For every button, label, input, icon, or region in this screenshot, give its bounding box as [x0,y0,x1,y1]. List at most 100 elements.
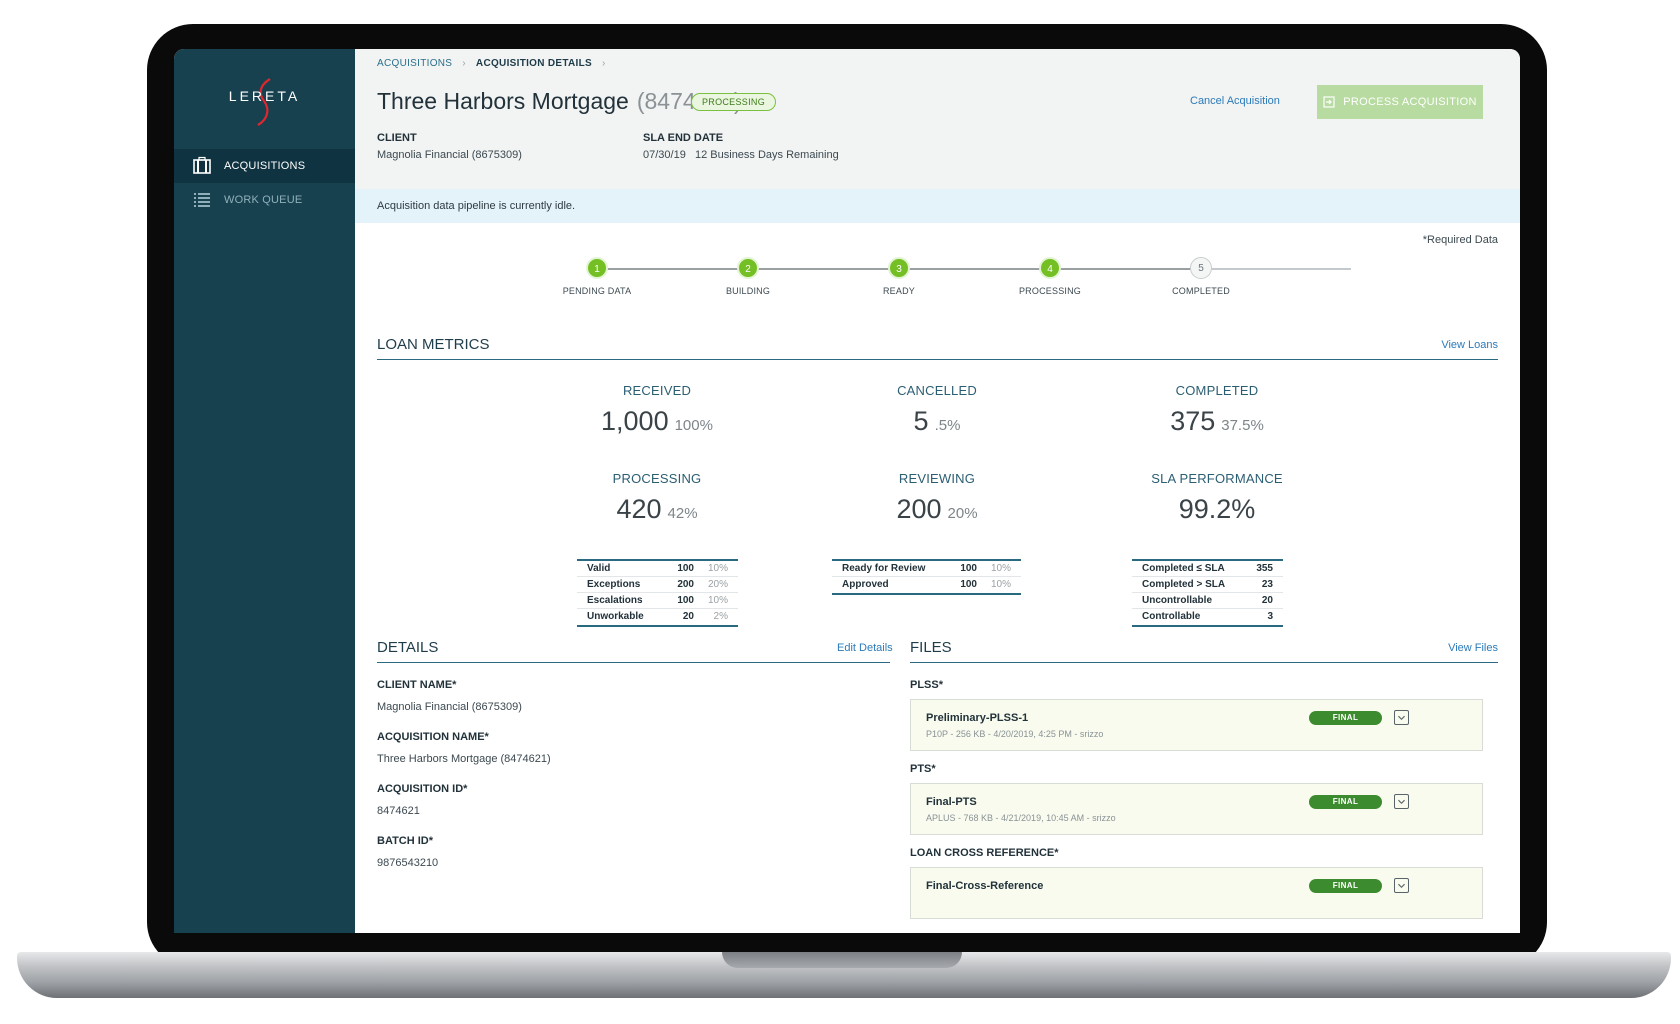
table-row: Ready for Review 100 10% [832,561,1021,577]
plss-label: PLSS* [910,679,944,691]
row-label: Valid [587,563,611,574]
row-label: Controllable [1142,611,1201,622]
status-badge: PROCESSING [691,93,776,111]
step-circle: 5 [1190,257,1212,279]
row-count: 20 [1261,595,1273,606]
metric-label: REVIEWING [898,471,976,486]
metric-percent: 37.5% [1221,417,1264,434]
row-percent: 10% [990,563,1011,574]
step-ready: 3 READY [844,257,954,296]
row-count: 100 [677,563,694,574]
step-label: PENDING DATA [562,286,632,296]
cancel-acquisition-link[interactable]: Cancel Acquisition [1190,95,1280,107]
row-count: 100 [677,595,694,606]
client-value: Magnolia Financial (8675309) [377,149,522,161]
batch-id-label: BATCH ID* [377,835,434,847]
sla-breakdown-table: Completed ≤ SLA 355 Completed > SLA 23 Unc… [1132,559,1283,627]
step-label: READY [882,286,915,296]
metric-percent: 20% [947,505,978,522]
metric-number: 1,000 [601,406,669,436]
main-content: ACQUISITIONS › ACQUISITION DETAILS › Thr… [355,49,1520,933]
row-count: 20 [682,611,694,622]
breadcrumb-acquisitions[interactable]: ACQUISITIONS [377,58,453,69]
metric-label: PROCESSING [612,471,702,486]
chevron-down-icon[interactable] [1394,794,1409,809]
metric-cancelled: CANCELLED 5 .5% [807,383,1067,437]
client-name-label: CLIENT NAME* [377,679,457,691]
step-pending-data: 1 PENDING DATA [542,257,652,296]
client-name-value: Magnolia Financial (8675309) [377,701,522,713]
processing-breakdown-table: Valid 100 10% Exceptions 200 20% Escalations… [577,559,738,627]
row-count: 355 [1256,563,1273,574]
edit-details-link[interactable]: Edit Details [837,642,893,654]
file-name: Final-Cross-Reference [926,880,1044,892]
laptop-notch [722,952,962,968]
metric-received: RECEIVED 1,000 100% [527,383,787,437]
file-card-cross-reference[interactable]: Final-Cross-Reference FINAL [910,867,1483,919]
list-icon [194,193,210,207]
enter-icon [1323,96,1335,108]
page-header: ACQUISITIONS › ACQUISITION DETAILS › Thr… [355,49,1520,189]
metric-number: 375 [1170,406,1216,436]
table-row: Uncontrollable 20 [1132,593,1283,609]
row-label: Completed > SLA [1142,579,1226,590]
process-acquisition-label: PROCESS ACQUISITION [1343,96,1477,108]
step-circle: 4 [1039,257,1061,279]
step-circle: 2 [737,257,759,279]
file-name: Final-PTS [926,796,977,808]
sidebar: LERETA ACQUISITIONS WORK QUEUE [174,49,363,933]
file-card-plss[interactable]: Preliminary-PLSS-1 P10P - 256 KB - 4/20/… [910,699,1483,751]
chevron-down-icon[interactable] [1394,710,1409,725]
client-label: CLIENT [377,132,417,144]
final-badge: FINAL [1309,879,1382,893]
process-acquisition-button[interactable]: PROCESS ACQUISITION [1317,85,1483,119]
acquisition-id-label: ACQUISITION ID* [377,783,468,795]
row-percent: 10% [707,595,728,606]
step-label: PROCESSING [1018,286,1081,296]
row-count: 200 [677,579,694,590]
details-title: DETAILS [377,639,439,656]
briefcase-icon [193,156,211,174]
acquisition-name-label: ACQUISITION NAME* [377,731,489,743]
step-circle: 3 [888,257,910,279]
step-circle: 1 [586,257,608,279]
pipeline-status-banner: Acquisition data pipeline is currently i… [355,189,1520,223]
row-label: Exceptions [587,579,641,590]
file-meta: P10P - 256 KB - 4/20/2019, 4:25 PM - sri… [926,729,1104,739]
step-label: BUILDING [725,286,771,296]
metric-reviewing: REVIEWING 200 20% [807,471,1067,525]
table-row: Completed ≤ SLA 355 [1132,561,1283,577]
step-building: 2 BUILDING [693,257,803,296]
sidebar-item-acquisitions[interactable]: ACQUISITIONS [174,149,363,183]
metric-label: CANCELLED [897,383,977,398]
chevron-down-icon[interactable] [1394,878,1409,893]
metric-number: 200 [896,494,942,524]
sla-end-date-value: 07/30/19 12 Business Days Remaining [643,149,839,161]
row-count: 100 [960,563,977,574]
step-completed: 5 COMPLETED [1146,257,1256,296]
section-divider [377,662,890,663]
final-badge: FINAL [1309,795,1382,809]
metric-percent: 42% [667,505,698,522]
pts-label: PTS* [910,763,936,775]
row-label: Approved [842,579,889,590]
table-row: Exceptions 200 20% [577,577,738,593]
table-row: Controllable 3 [1132,609,1283,625]
loan-cross-reference-label: LOAN CROSS REFERENCE* [910,847,1059,859]
progress-stepper: 1 PENDING DATA 2 BUILDING 3 READY 4 PROC… [355,257,1520,317]
row-count: 3 [1267,611,1273,622]
metric-percent: .5% [934,417,961,434]
acquisition-id-value: 8474621 [377,805,420,817]
sidebar-item-work-queue[interactable]: WORK QUEUE [174,183,355,217]
view-files-link[interactable]: View Files [1448,642,1498,654]
sla-end-date-label: SLA END DATE [643,132,724,144]
row-percent: 10% [990,579,1011,590]
row-label: Completed ≤ SLA [1142,563,1225,574]
page-title: Three Harbors Mortgage (8474621) [377,88,742,115]
title-name: Three Harbors Mortgage [377,88,629,114]
metric-processing: PROCESSING 420 42% [527,471,787,525]
app-screen: LERETA ACQUISITIONS WORK QUEUE [174,49,1520,933]
view-loans-link[interactable]: View Loans [1441,339,1498,351]
logo-text: LERETA [228,88,301,104]
file-card-pts[interactable]: Final-PTS APLUS - 768 KB - 4/21/2019, 10… [910,783,1483,835]
